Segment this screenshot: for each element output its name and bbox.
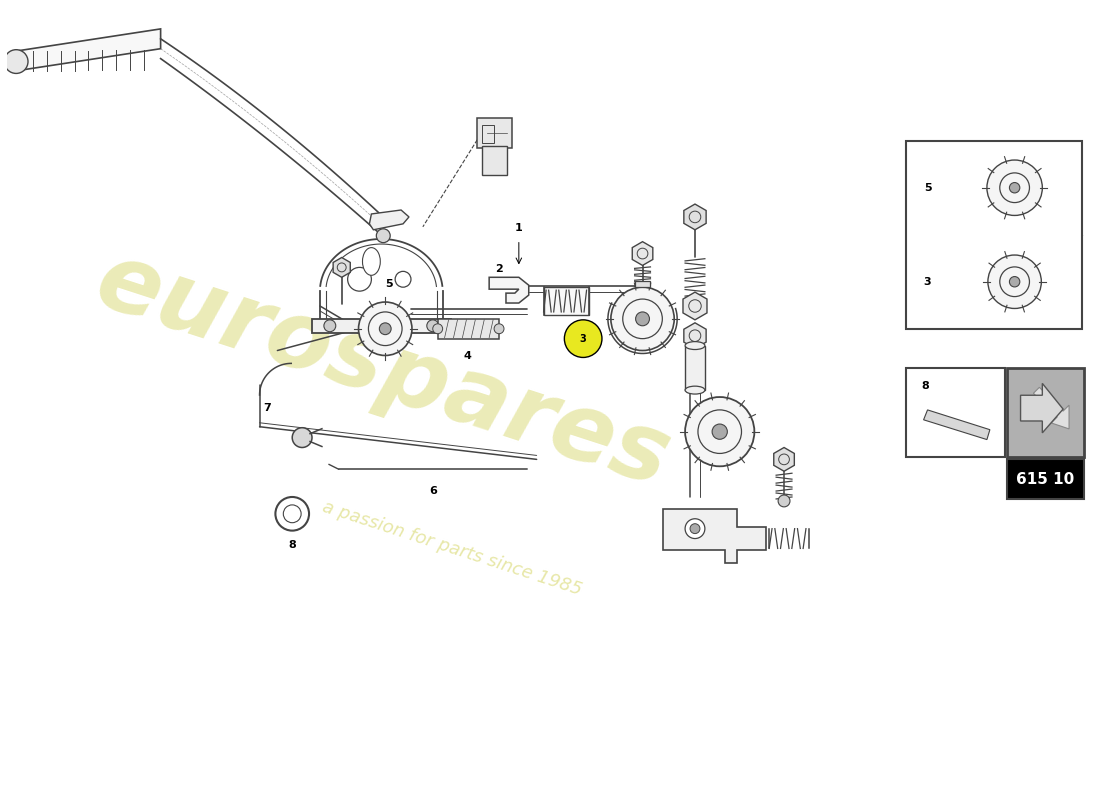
Circle shape [685,518,705,538]
Circle shape [359,302,412,355]
Polygon shape [333,258,350,278]
Text: 4: 4 [463,351,471,362]
Polygon shape [1033,387,1069,429]
Polygon shape [684,204,706,230]
Circle shape [427,320,439,332]
Bar [543,287,590,315]
Circle shape [432,324,442,334]
Ellipse shape [363,248,381,275]
Text: eurospares: eurospares [85,234,682,506]
Circle shape [636,312,649,326]
Circle shape [1010,182,1020,193]
Polygon shape [12,29,161,71]
Polygon shape [773,447,794,471]
Polygon shape [632,242,652,266]
Text: 8: 8 [922,381,930,391]
Polygon shape [684,323,706,349]
Ellipse shape [685,342,705,350]
Bar [1006,459,1084,499]
Polygon shape [312,319,451,333]
Bar [477,118,512,148]
Circle shape [379,323,392,334]
Text: 3: 3 [580,334,586,344]
Text: 6: 6 [429,486,437,496]
Text: 5: 5 [924,182,932,193]
Bar [482,146,507,175]
Text: 1: 1 [515,223,522,233]
Text: 8: 8 [288,541,296,550]
Text: 2: 2 [495,264,503,274]
Text: 3: 3 [924,277,932,286]
Text: 615 10: 615 10 [1016,472,1075,486]
Polygon shape [490,278,529,303]
Bar [482,125,494,142]
Circle shape [293,428,312,447]
Text: 5: 5 [385,279,393,290]
Circle shape [712,424,727,439]
Circle shape [564,320,602,358]
Bar [685,346,705,390]
Bar [905,141,1082,329]
Polygon shape [370,210,409,230]
Circle shape [778,495,790,507]
Circle shape [4,50,28,74]
Circle shape [348,267,372,291]
Circle shape [690,524,700,534]
Bar [635,282,650,287]
Circle shape [685,397,755,466]
Circle shape [323,320,336,332]
Ellipse shape [685,386,705,394]
Circle shape [1010,277,1020,287]
Text: a passion for parts since 1985: a passion for parts since 1985 [320,498,584,599]
Circle shape [988,255,1042,309]
Circle shape [610,287,674,350]
Circle shape [376,229,390,242]
Polygon shape [924,410,990,439]
Polygon shape [663,509,767,563]
Circle shape [987,160,1043,215]
Circle shape [494,324,504,334]
Polygon shape [438,319,499,338]
Bar [905,368,1004,458]
Text: 7: 7 [264,403,272,413]
Polygon shape [1021,383,1063,433]
Polygon shape [683,292,707,320]
Bar [1006,368,1084,458]
